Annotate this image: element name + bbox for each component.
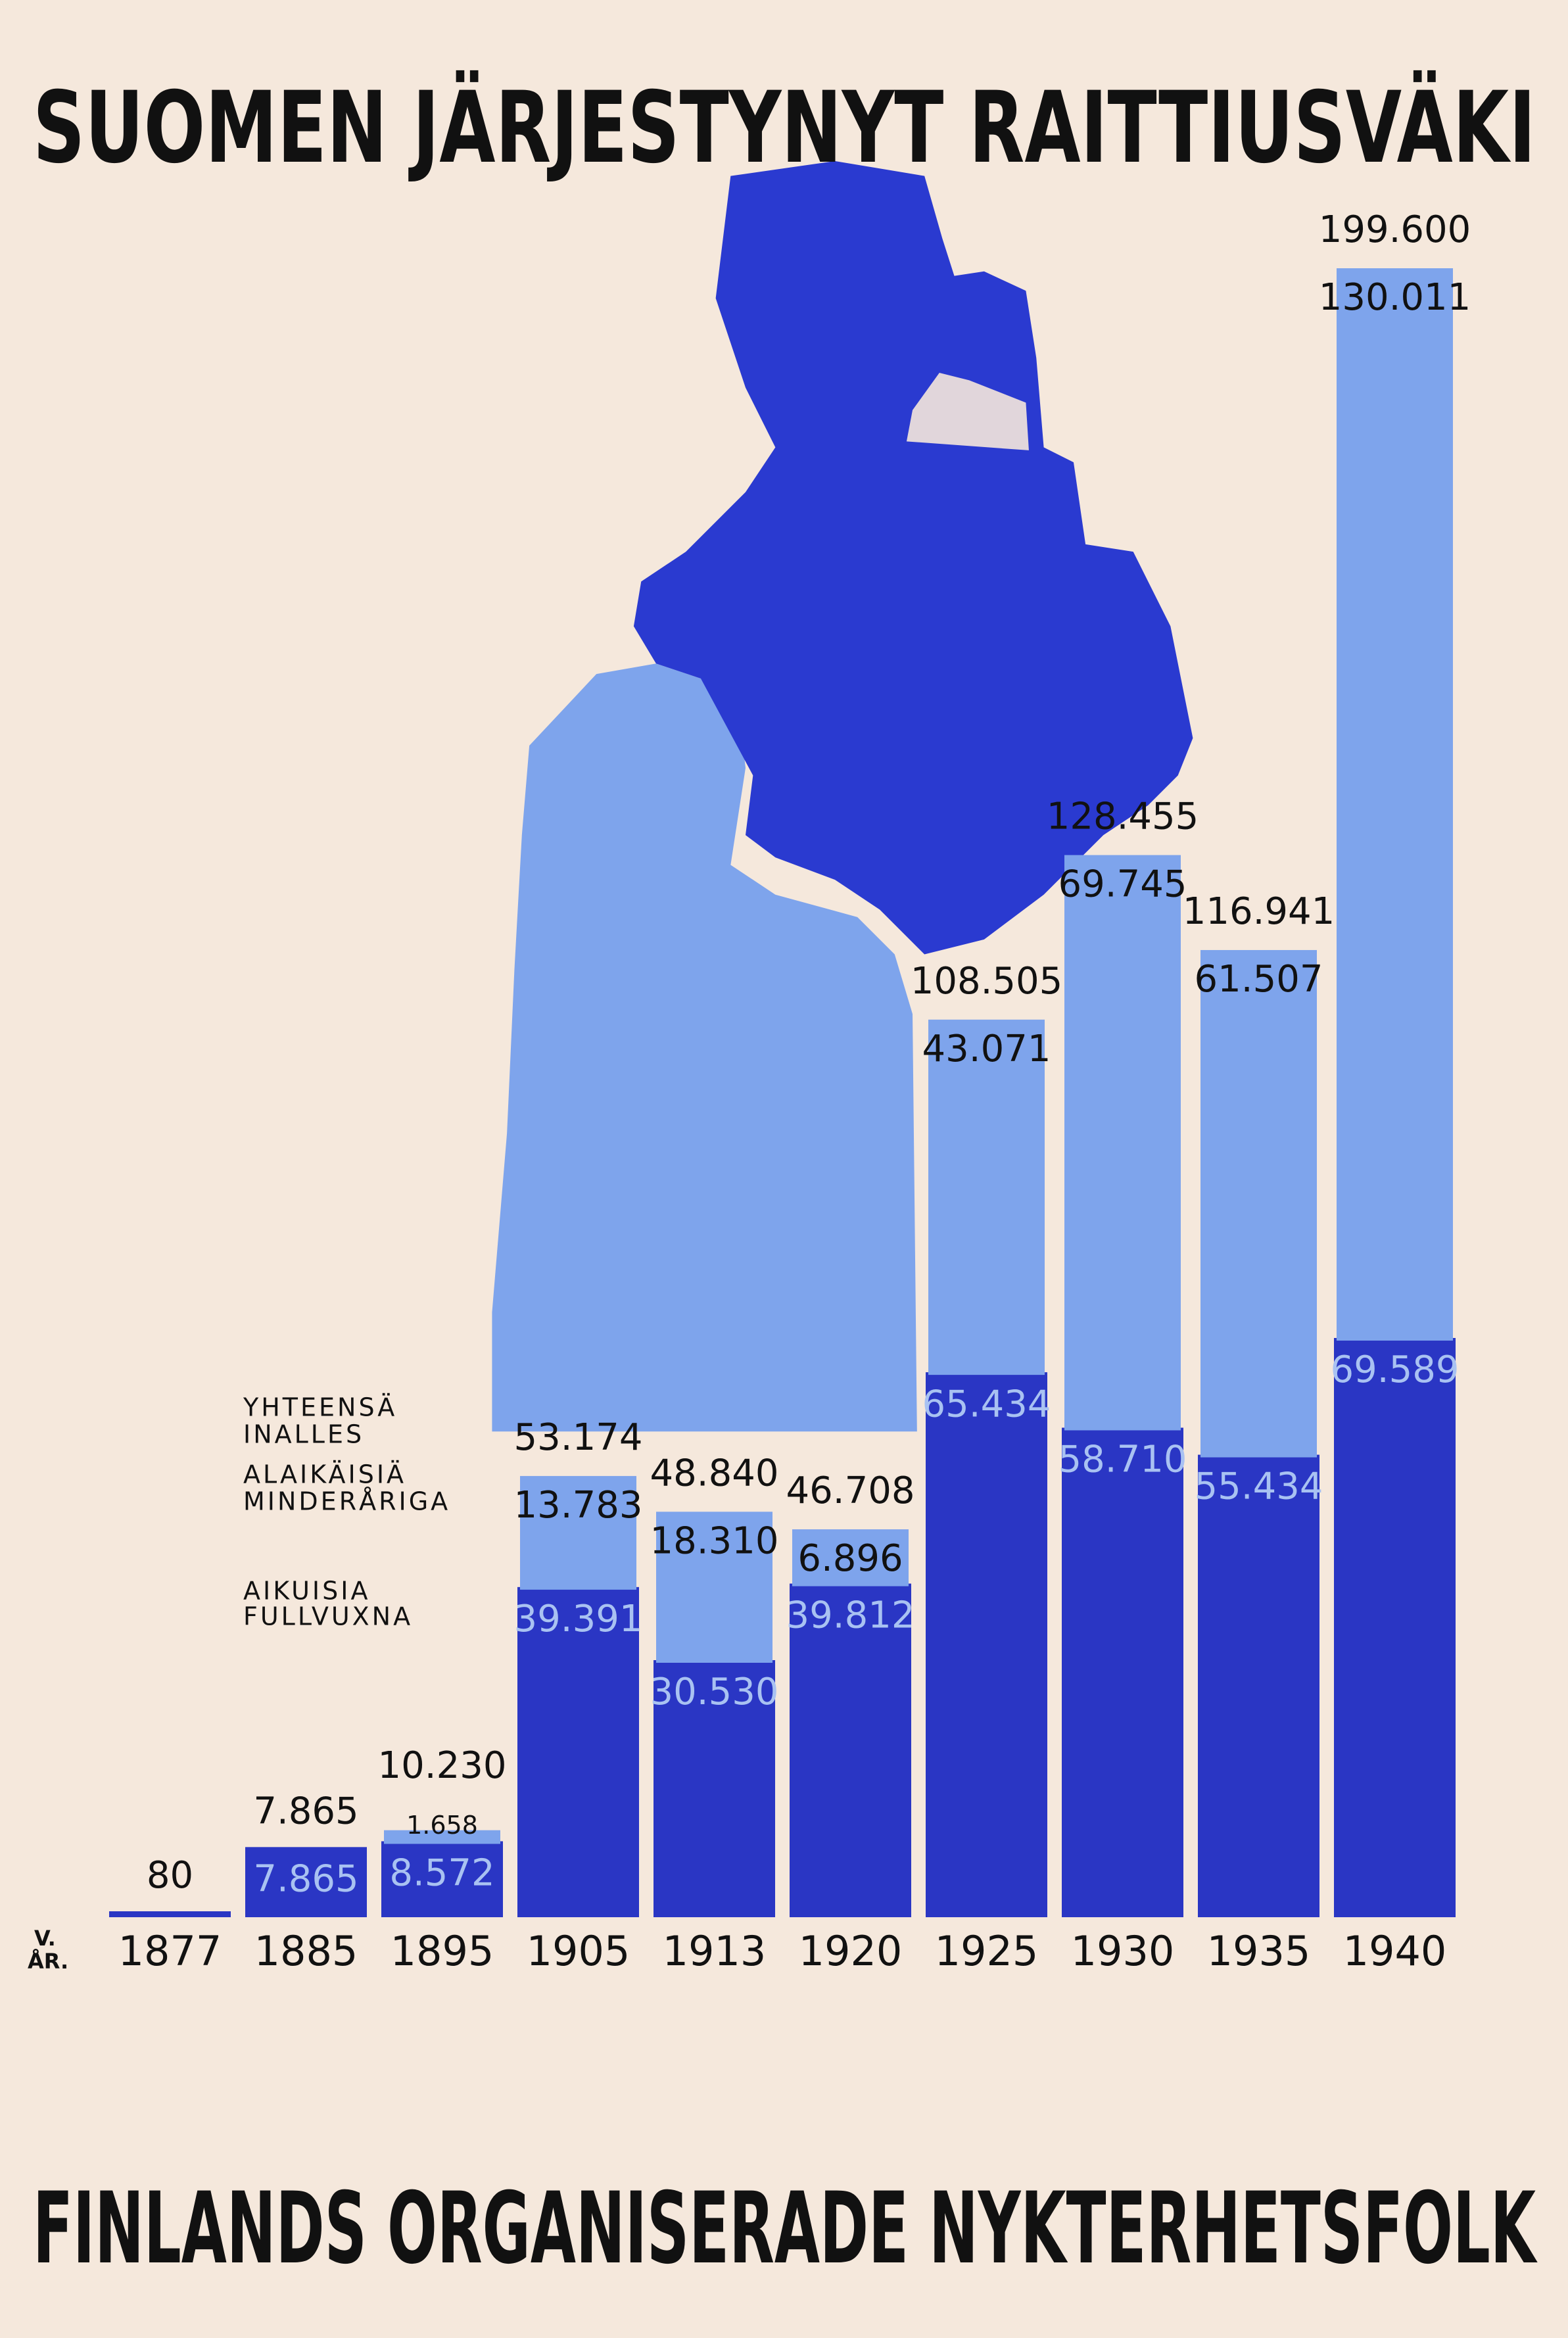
total-label: 199.600 [1319,208,1471,251]
legend-total: YHTEENSÄ [243,1393,397,1422]
x-tick-label: 1930 [1071,1927,1175,1975]
x-tick-label: 1905 [527,1927,630,1975]
adult-label: 58.710 [1058,1439,1187,1481]
minor-bar [928,1019,1045,1375]
total-label: 48.840 [650,1452,779,1494]
x-tick-label: 1935 [1207,1927,1311,1975]
chart-subtitle: FINLANDS ORGANISERADE NYKTERHETSFOLK [33,2172,1538,2286]
total-label: 7.865 [253,1790,358,1832]
x-tick-label: 1913 [663,1927,767,1975]
adult-label: 65.434 [922,1383,1051,1425]
adult-bar [790,1583,911,1918]
collar [906,373,1029,450]
adult-label: 7.865 [253,1857,358,1900]
adult-label: 69.589 [1331,1348,1460,1391]
adult-label: 55.434 [1195,1466,1323,1508]
x-axis-label: V. [34,1926,56,1951]
minor-label: 13.783 [514,1484,643,1527]
total-label: 53.174 [514,1416,643,1459]
x-tick-label: 1895 [391,1927,494,1975]
total-label: 128.455 [1047,796,1199,838]
legend-total: INALLES [243,1420,364,1449]
x-tick-label: 1940 [1343,1927,1447,1975]
x-tick-label: 1925 [935,1927,1039,1975]
adult-label: 39.812 [786,1594,915,1637]
adult-bar [381,1841,503,1917]
minor-label: 69.745 [1058,863,1187,906]
adult-bar [1062,1427,1183,1917]
legend-adults: FULLVUXNA [243,1602,413,1631]
legend-minors: MINDERÅRIGA [243,1487,450,1516]
man-silhouette [633,160,1193,955]
minor-label: 6.896 [797,1537,903,1580]
minor-bar [520,1475,636,1590]
chart-title: SUOMEN JÄRJESTYNYT RAITTIUSVÄKI [33,70,1536,185]
minor-bar [384,1830,500,1844]
adult-bar [1198,1454,1319,1917]
total-label: 10.230 [378,1744,507,1787]
adult-label: 39.391 [514,1598,643,1640]
minor-label: 43.071 [922,1028,1051,1070]
minor-bar [1064,855,1181,1431]
woman-silhouette [492,663,917,1432]
minor-bar [792,1529,909,1587]
silhouettes [492,160,1193,1432]
x-tick-label: 1920 [799,1927,903,1975]
adult-bar [926,1372,1047,1917]
adult-bar [1334,1337,1456,1918]
adult-bar [109,1911,231,1917]
minor-label: 130.011 [1319,276,1471,319]
x-tick-label: 1877 [118,1927,222,1975]
adult-label: 30.530 [650,1671,779,1713]
total-label: 80 [147,1854,193,1897]
adult-label: 8.572 [389,1852,494,1895]
total-label: 46.708 [786,1469,915,1512]
minor-label: 1.658 [406,1811,478,1840]
minor-label: 18.310 [650,1519,779,1562]
adult-bar [245,1847,367,1917]
minor-bar [656,1512,772,1663]
x-tick-label: 1885 [254,1927,358,1975]
minor-bar [1337,268,1453,1341]
minor-bar [1200,949,1317,1458]
total-label: 116.941 [1183,890,1335,933]
total-label: 108.505 [911,960,1063,1003]
legend-adults: AIKUISIA [243,1577,370,1606]
x-axis-label: ÅR. [28,1949,68,1974]
legend-minors: ALAIKÄISIÄ [243,1460,406,1489]
minor-label: 61.507 [1195,958,1323,1001]
